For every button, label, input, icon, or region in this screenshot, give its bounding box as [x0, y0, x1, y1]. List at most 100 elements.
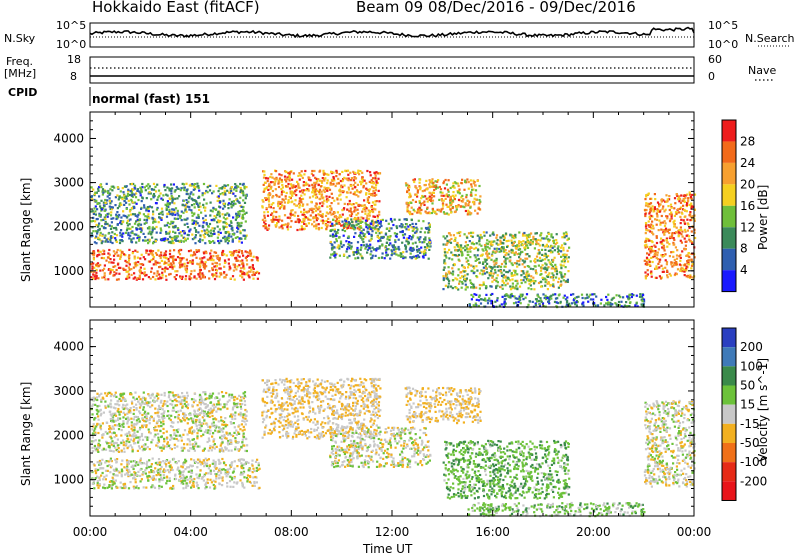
power-cell	[532, 277, 534, 279]
power-cell	[645, 194, 647, 196]
power-cell	[133, 272, 135, 274]
power-cell	[450, 209, 452, 211]
power-cell	[666, 239, 668, 241]
power-cell	[216, 269, 218, 271]
power-cell	[628, 294, 630, 296]
power-cell	[416, 228, 418, 230]
power-cell	[326, 206, 328, 208]
power-cell	[219, 228, 221, 230]
power-cell	[223, 253, 225, 255]
power-cell	[275, 170, 277, 172]
power-cell	[440, 191, 442, 193]
power-cell	[537, 259, 539, 261]
power-cell	[502, 288, 504, 290]
power-cell	[291, 195, 293, 197]
power-cell	[380, 221, 382, 223]
power-cell	[532, 268, 534, 270]
power-cell	[135, 265, 137, 267]
power-cell	[448, 266, 450, 268]
power-cell	[96, 208, 98, 210]
power-cell	[507, 257, 509, 259]
power-cell	[430, 192, 432, 194]
power-cell	[144, 215, 146, 217]
power-cell	[171, 264, 173, 266]
power-cell	[112, 269, 114, 271]
power-cell	[670, 211, 672, 213]
power-cell	[189, 195, 191, 197]
power-cell	[267, 211, 269, 213]
power-cell	[564, 295, 566, 297]
power-cell	[143, 233, 145, 235]
power-cell	[202, 204, 204, 206]
power-cell	[662, 205, 664, 207]
velocity-cell	[233, 468, 235, 470]
power-cell	[121, 251, 123, 253]
velocity-cell	[190, 487, 192, 489]
power-cell	[480, 302, 482, 304]
power-cell	[462, 201, 464, 203]
power-cell	[386, 238, 388, 240]
power-cell	[472, 201, 474, 203]
power-cell	[129, 210, 131, 212]
power-cell	[186, 223, 188, 225]
power-cell	[361, 181, 363, 183]
power-cell	[562, 247, 564, 249]
velocity-cell	[240, 474, 242, 476]
power-cell	[230, 225, 232, 227]
power-cell	[399, 225, 401, 227]
power-cell	[160, 192, 162, 194]
power-cell	[513, 302, 515, 304]
power-cell	[237, 216, 239, 218]
power-cell	[362, 241, 364, 243]
power-cell	[665, 228, 667, 230]
power-cell	[493, 263, 495, 265]
power-cell	[187, 234, 189, 236]
power-cell	[92, 189, 94, 191]
power-cell	[479, 195, 481, 197]
velocity-cell	[140, 480, 142, 482]
power-cell	[425, 180, 427, 182]
power-cell	[191, 212, 193, 214]
power-cell	[443, 269, 445, 271]
power-cell	[315, 224, 317, 226]
power-cell	[100, 232, 102, 234]
power-cell	[245, 186, 247, 188]
power-cell	[555, 276, 557, 278]
power-cell	[337, 246, 339, 248]
power-cell	[197, 231, 199, 233]
power-cell	[528, 283, 530, 285]
power-cell	[572, 293, 574, 295]
power-cell	[529, 236, 531, 238]
power-cell	[444, 237, 446, 239]
power-cell	[676, 273, 678, 275]
power-cell	[205, 252, 207, 254]
power-cell	[107, 190, 109, 192]
power-cell	[275, 188, 277, 190]
power-cell	[498, 248, 500, 250]
power-cell	[291, 179, 293, 181]
power-cell	[552, 294, 554, 296]
power-cell	[152, 250, 154, 252]
power-cell	[661, 215, 663, 217]
power-cell	[658, 266, 660, 268]
power-cell	[375, 171, 377, 173]
power-cell	[312, 187, 314, 189]
power-cell	[398, 248, 400, 250]
velocity-cell	[171, 467, 173, 469]
power-cell	[350, 208, 352, 210]
power-cell	[263, 215, 265, 217]
power-cell	[689, 211, 691, 213]
power-cell	[197, 185, 199, 187]
power-cell	[586, 294, 588, 296]
power-cell	[272, 195, 274, 197]
power-cell	[512, 244, 514, 246]
power-cell	[689, 276, 691, 278]
power-cell	[558, 294, 560, 296]
power-cell	[273, 211, 275, 213]
power-cell	[299, 179, 301, 181]
power-cell	[415, 255, 417, 257]
power-cell	[456, 208, 458, 210]
power-cell	[681, 250, 683, 252]
power-cell	[245, 195, 247, 197]
power-cell	[212, 255, 214, 257]
